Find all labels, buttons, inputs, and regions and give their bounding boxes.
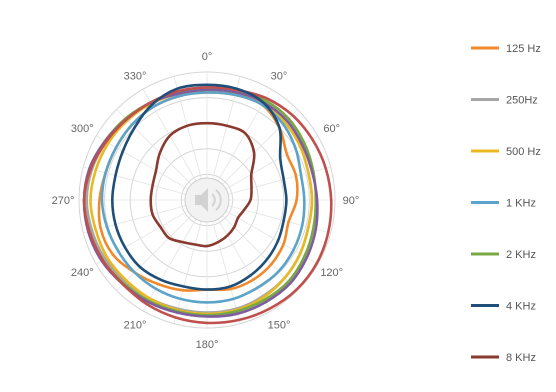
angle-tick-label: 30° [271,70,288,82]
angle-tick-label: 120° [320,267,343,279]
angle-tick-label: 330° [124,70,147,82]
series-line-8-khz [149,121,256,248]
legend-label: 500 Hz [506,146,541,158]
legend-label: 2 KHz [506,249,536,261]
legend-label: 4 KHz [506,301,536,313]
angle-tick-label: 180° [196,339,219,351]
angle-tick-label: 0° [202,51,213,63]
series-line-1-khz [100,91,306,304]
legend-label: 8 KHz [506,352,536,364]
angle-tick-label: 240° [71,267,94,279]
angle-tick-label: 150° [268,320,291,332]
series-line-unlabeled-7 [82,86,333,325]
legend: 125 Hz 250Hz 500 Hz 1 KHz 2 KHz 4 KHz 8 KHz [471,43,541,364]
speaker-icon [184,177,230,223]
angle-tick-label: 300° [71,123,94,135]
angle-tick-label: 270° [52,195,75,207]
speaker-icon-wave [211,193,216,207]
angle-tick-label: 210° [124,320,147,332]
series-line-4-khz [111,83,288,291]
angle-tick-label: 60° [323,123,340,135]
legend-label: 125 Hz [506,43,541,55]
speaker-icon-body [195,188,208,212]
legend-label: 1 KHz [506,198,536,210]
speaker-icon-wave [215,189,222,211]
angle-tick-labels: 0° 30° 60° 90° 120° 150° 180° 210° 240° 270° 300° 3… [52,51,360,351]
series-layer [82,83,333,325]
legend-label: 250Hz [506,95,538,107]
angle-tick-label: 90° [343,195,360,207]
series-line-500-hz [89,88,314,316]
series-line-unlabeled-8 [82,88,319,318]
